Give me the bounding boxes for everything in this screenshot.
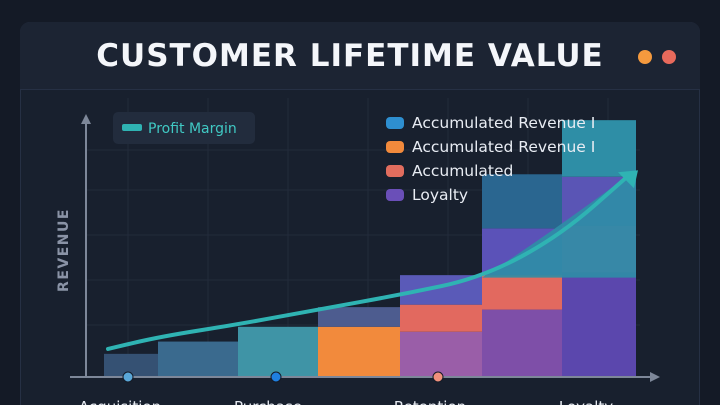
bar-3-segment-1	[318, 307, 400, 327]
y-axis-arrow	[81, 114, 91, 124]
y-axis-label: REVENUE	[56, 208, 72, 292]
series-legend: Accumulated Revenue I Accumulated Revenue…	[386, 114, 595, 204]
x-tick-label-2: Retention	[394, 398, 466, 405]
chart-title: CUSTOMER LIFETIME VALUE	[96, 38, 604, 74]
bar-5-segment-1	[482, 275, 562, 310]
chart-header	[20, 22, 700, 90]
profit-margin-line	[106, 172, 632, 351]
bar-group	[104, 120, 636, 376]
line-legend-box	[113, 112, 255, 144]
bar-6-segment-3	[562, 120, 636, 177]
legend-swatch-2	[386, 165, 404, 177]
legend-label-1: Accumulated Revenue I	[412, 138, 595, 156]
line-legend-label: Profit Margin	[148, 121, 237, 137]
x-tick-label-3: Loyalty	[559, 398, 613, 405]
category-marker-2	[432, 371, 444, 383]
x-tick-label-0: Acquisition	[79, 398, 161, 405]
profit-line-group	[106, 170, 638, 351]
bar-5-segment-0	[482, 309, 562, 376]
bar-4-segment-1	[400, 304, 482, 332]
bar-6-segment-0	[562, 272, 636, 376]
legend-label-3: Loyalty	[412, 186, 468, 204]
legend-label-2: Accumulated	[412, 162, 513, 180]
legend-swatch-0	[386, 117, 404, 129]
profit-area-fill	[482, 174, 636, 278]
legend-swatch-3	[386, 189, 404, 201]
axes	[70, 114, 660, 382]
bar-1-segment-0	[158, 341, 238, 376]
bar-2-segment-0	[238, 326, 318, 376]
x-tick-label-1: Purchase	[234, 398, 302, 405]
window-dot-red[interactable]	[662, 50, 676, 64]
line-legend: Profit Margin	[113, 112, 255, 144]
x-tick-labels: Acquisition Purchase Retention Loyalty	[79, 398, 613, 405]
line-legend-swatch	[122, 124, 142, 131]
bar-3-segment-0	[318, 326, 400, 376]
category-marker-0	[122, 371, 134, 383]
category-markers	[122, 371, 444, 383]
bar-0-segment-0	[104, 353, 158, 376]
bar-4-segment-0	[400, 331, 482, 376]
legend-swatch-1	[386, 141, 404, 153]
x-axis-arrow	[650, 372, 660, 382]
window-dot-orange[interactable]	[638, 50, 652, 64]
bar-5-segment-3	[482, 174, 562, 229]
category-marker-1	[270, 371, 282, 383]
legend-label-0: Accumulated Revenue I	[412, 114, 595, 132]
profit-line-arrowhead	[618, 170, 638, 189]
